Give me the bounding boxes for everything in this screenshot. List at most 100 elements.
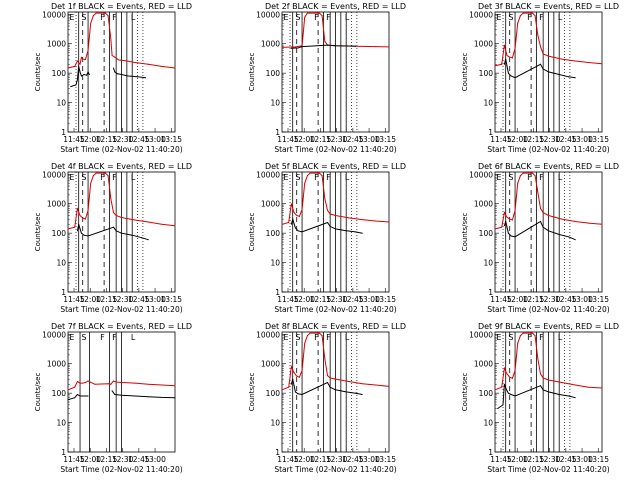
flag-label: E — [496, 333, 501, 342]
point-lld — [321, 175, 323, 177]
point-events — [88, 74, 90, 76]
x-tick-label: 12:45 — [555, 455, 577, 464]
y-tick-label: 10 — [483, 259, 493, 268]
x-tick-label: 12:00 — [506, 135, 528, 144]
point-lld — [87, 49, 89, 51]
panel-det-6: Det 6f BLACK = Events, RED = LLD 1 10 100 10… — [461, 162, 619, 314]
point-events — [112, 67, 114, 69]
point-lld — [84, 59, 86, 61]
point-lld — [601, 223, 603, 225]
point-events — [70, 86, 72, 88]
point-events — [121, 232, 122, 234]
point-lld — [100, 172, 102, 174]
point-lld — [104, 172, 106, 174]
x-tick-label: 12:15 — [523, 135, 545, 144]
point-lld — [92, 175, 94, 177]
point-lld — [321, 335, 323, 337]
y-tick-label: 100 — [52, 389, 67, 398]
point-lld — [509, 376, 511, 378]
y-tick-label: 1 — [275, 448, 280, 457]
point-lld — [517, 182, 519, 184]
point-events — [558, 234, 560, 236]
point-events — [83, 74, 85, 76]
point-lld — [534, 175, 536, 177]
point-lld — [522, 332, 524, 334]
y-tick-label: 1000 — [474, 200, 493, 209]
point-events — [76, 230, 78, 232]
y-tick-label: 1 — [61, 128, 66, 137]
point-events — [161, 396, 163, 398]
panel-title: Det 1f BLACK = Events, RED = LLD — [51, 2, 192, 11]
point-lld — [329, 377, 331, 379]
x-axis-label: Start Time (02-Nov-02 11:40:20) — [487, 465, 609, 474]
point-lld — [361, 383, 363, 385]
point-lld — [84, 218, 86, 220]
x-tick-label: 13:15 — [374, 295, 396, 304]
x-tick-label: 12:45 — [555, 295, 577, 304]
x-axis-label: Start Time (02-Nov-02 11:40:20) — [60, 465, 182, 474]
point-events — [114, 394, 116, 396]
point-events — [335, 45, 336, 47]
point-lld — [314, 172, 316, 174]
point-lld — [121, 382, 122, 384]
point-lld — [67, 389, 69, 391]
flag-label: F — [527, 173, 532, 182]
y-tick-label: 1000 — [261, 200, 280, 209]
point-lld — [517, 342, 519, 344]
y-tick-label: 100 — [479, 69, 494, 78]
point-events — [116, 73, 118, 75]
point-events — [503, 225, 505, 227]
flag-label: F — [314, 13, 319, 22]
point-events — [548, 391, 549, 393]
point-lld — [574, 384, 576, 386]
point-lld — [281, 223, 283, 225]
point-lld — [539, 207, 541, 209]
point-events — [514, 77, 516, 79]
point-lld — [304, 16, 306, 18]
flag-label: L — [558, 13, 563, 22]
point-lld — [87, 380, 89, 382]
point-lld — [517, 22, 519, 24]
y-axis-label: Counts/sec — [461, 213, 469, 252]
point-lld — [301, 45, 303, 47]
point-lld — [298, 376, 300, 378]
point-lld — [574, 220, 576, 222]
point-events — [568, 76, 570, 78]
point-lld — [147, 383, 149, 385]
x-tick-label: 12:00 — [506, 295, 528, 304]
flag-label: F — [539, 13, 544, 22]
point-lld — [304, 342, 306, 344]
point-events — [558, 74, 560, 76]
point-lld — [548, 379, 549, 381]
point-lld — [74, 386, 76, 388]
y-tick-label: 10 — [483, 99, 493, 108]
point-lld — [588, 62, 590, 64]
x-tick-label: 13:00 — [571, 295, 593, 304]
point-events — [503, 383, 505, 385]
point-events — [290, 383, 292, 385]
y-tick-label: 1000 — [47, 360, 66, 369]
point-lld — [147, 221, 149, 223]
panel-det-1: Det 1f BLACK = Events, RED = LLD 1 10 100 10… — [34, 2, 192, 154]
x-tick-label: 12:00 — [79, 455, 101, 464]
point-lld — [348, 380, 350, 382]
x-tick-label: 12:45 — [128, 455, 150, 464]
point-events — [141, 237, 143, 239]
point-events — [83, 234, 85, 236]
point-events — [329, 225, 331, 227]
point-lld — [174, 67, 176, 69]
point-lld — [112, 380, 114, 382]
x-axis-label: Start Time (02-Nov-02 11:40:20) — [487, 145, 609, 154]
point-lld — [110, 383, 112, 385]
flag-label: F — [326, 173, 331, 182]
point-lld — [76, 207, 78, 209]
y-tick-label: 10000 — [42, 170, 66, 179]
point-lld — [123, 59, 125, 61]
y-tick-label: 10000 — [469, 170, 493, 179]
point-lld — [87, 209, 89, 211]
point-lld — [509, 56, 511, 58]
point-lld — [74, 65, 76, 67]
point-lld — [84, 382, 86, 384]
point-events — [79, 395, 81, 397]
x-tick-label: 13:00 — [571, 135, 593, 144]
